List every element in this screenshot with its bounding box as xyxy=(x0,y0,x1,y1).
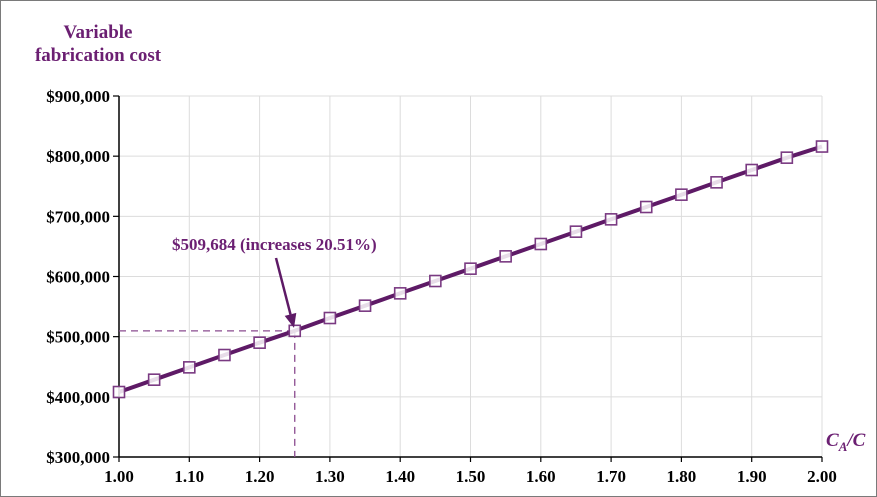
x-tick-label: 1.00 xyxy=(104,467,134,486)
data-point-marker xyxy=(745,163,759,177)
x-axis-label: CA/C xyxy=(826,430,866,454)
data-point-marker xyxy=(499,250,512,263)
chart-title-line-2: fabrication cost xyxy=(35,45,162,66)
annotation-label: $509,684 (increases 20.51%) xyxy=(172,235,377,254)
data-point-marker xyxy=(323,311,337,325)
annotation-arrow-shaft xyxy=(274,257,292,315)
y-tick-label: $300,000 xyxy=(46,448,110,467)
data-point-marker xyxy=(639,200,653,214)
x-axis-label-subscript: A xyxy=(838,439,848,454)
y-tick-label: $900,000 xyxy=(46,87,110,106)
chart-title-line-1: Variable xyxy=(64,22,133,43)
data-point-marker xyxy=(253,336,266,349)
x-tick-label: 2.00 xyxy=(807,467,837,486)
x-tick-label: 1.40 xyxy=(385,467,415,486)
x-tick-label: 1.90 xyxy=(737,467,767,486)
data-point-marker xyxy=(780,151,794,164)
y-tick-label: $800,000 xyxy=(46,147,110,166)
data-point-marker xyxy=(815,140,829,153)
data-point-marker xyxy=(534,237,548,251)
data-point-marker xyxy=(393,287,407,300)
y-tick-label: $500,000 xyxy=(46,328,110,347)
data-point-marker xyxy=(604,213,618,226)
x-tick-label: 1.70 xyxy=(596,467,626,486)
data-point-marker xyxy=(288,324,302,338)
data-point-marker xyxy=(464,262,477,275)
data-point-marker xyxy=(569,225,583,238)
data-point-marker xyxy=(147,373,161,386)
x-tick-label: 1.50 xyxy=(456,467,486,486)
series-markers xyxy=(112,140,829,399)
data-point-marker xyxy=(675,188,688,201)
x-tick-label: 1.20 xyxy=(245,467,275,486)
y-tick-label: $600,000 xyxy=(46,268,110,287)
x-axis-label-tail: /C xyxy=(845,430,865,451)
data-point-marker xyxy=(112,385,126,399)
grid-lines xyxy=(119,95,823,457)
data-point-marker xyxy=(710,176,723,189)
labels: $300,000 $400,000 $500,000 $600,000 $700,000… xyxy=(46,87,837,486)
data-point-marker xyxy=(183,361,196,374)
x-axis-label-main: C xyxy=(826,430,839,451)
annotation-arrow-head xyxy=(284,312,297,328)
data-point-marker xyxy=(218,348,231,362)
x-tick-label: 1.10 xyxy=(174,467,204,486)
annotation-guides xyxy=(119,330,296,457)
y-tick-label: $400,000 xyxy=(46,388,110,407)
x-tick-label: 1.80 xyxy=(667,467,697,486)
axes xyxy=(113,95,823,462)
y-tick-label: $700,000 xyxy=(46,207,110,226)
x-tick-label: 1.30 xyxy=(315,467,345,486)
data-point-marker xyxy=(429,274,442,288)
x-tick-label: 1.60 xyxy=(526,467,556,486)
data-point-marker xyxy=(358,299,372,312)
